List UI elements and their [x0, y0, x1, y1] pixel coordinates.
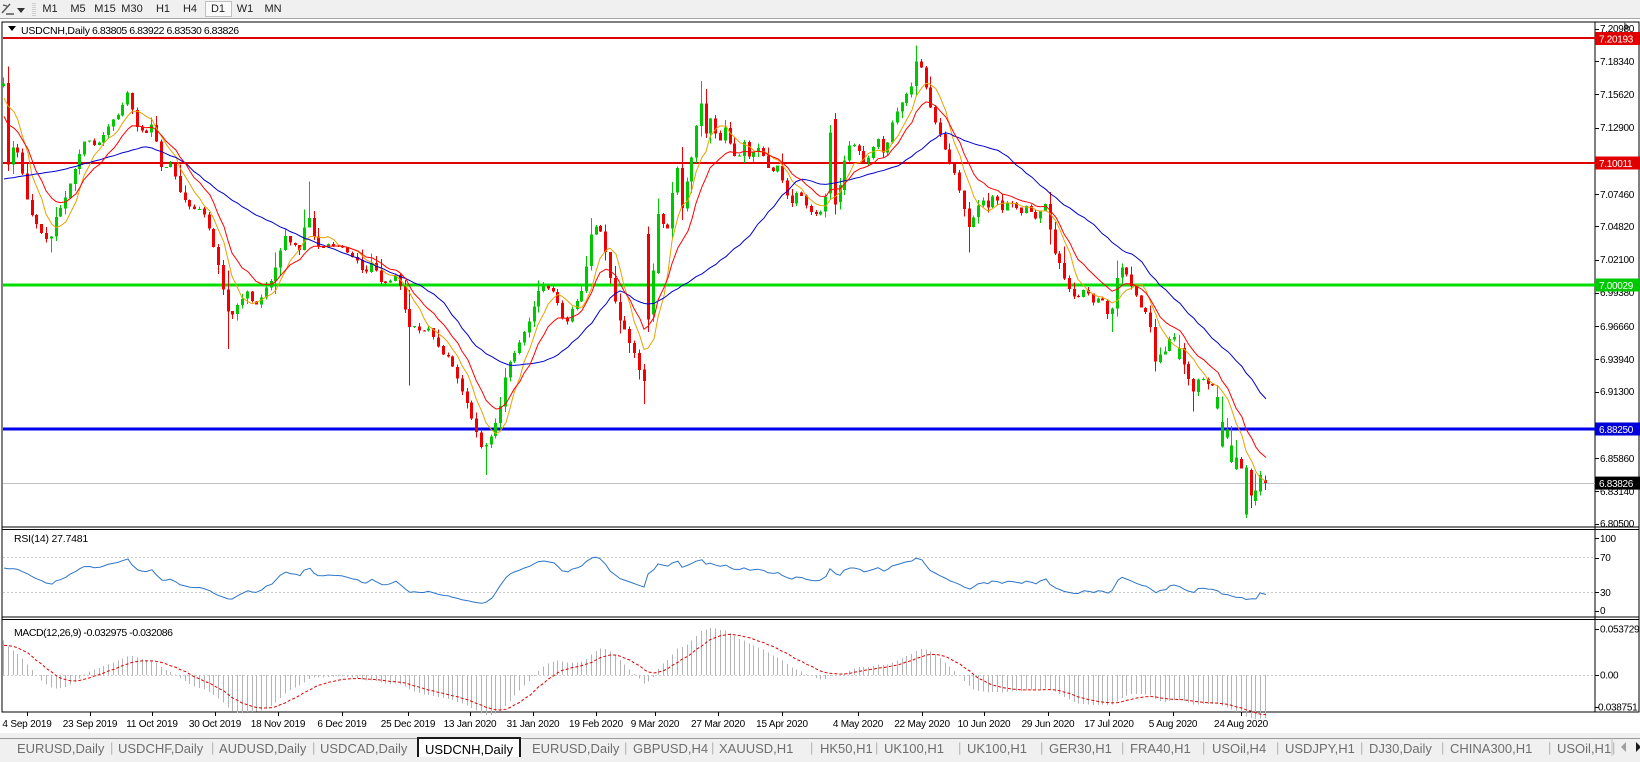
svg-text:31 Jan 2020: 31 Jan 2020	[507, 719, 560, 730]
svg-text:18 Nov 2019: 18 Nov 2019	[251, 719, 306, 730]
svg-text:6.96660: 6.96660	[1600, 322, 1635, 333]
svg-text:15 Apr 2020: 15 Apr 2020	[756, 719, 808, 730]
svg-text:5 Aug 2020: 5 Aug 2020	[1149, 719, 1198, 730]
svg-text:23 Sep 2019: 23 Sep 2019	[63, 719, 118, 730]
svg-text:7.15620: 7.15620	[1600, 90, 1635, 101]
svg-text:-0.038751: -0.038751	[1595, 703, 1638, 714]
svg-text:7.18340: 7.18340	[1600, 57, 1635, 68]
svg-text:USDCNH,Daily: USDCNH,Daily	[21, 25, 91, 37]
svg-text:100: 100	[1600, 534, 1617, 545]
svg-text:17 Jul 2020: 17 Jul 2020	[1084, 719, 1134, 730]
svg-text:4 May 2020: 4 May 2020	[833, 719, 884, 730]
svg-text:6.83826: 6.83826	[1599, 479, 1634, 490]
svg-text:6.83140: 6.83140	[1600, 487, 1635, 498]
svg-text:9 Mar 2020: 9 Mar 2020	[631, 719, 680, 730]
svg-text:0.00: 0.00	[1600, 671, 1619, 682]
svg-text:25 Dec 2019: 25 Dec 2019	[381, 719, 436, 730]
svg-text:7.20193: 7.20193	[1599, 35, 1634, 46]
svg-text:7.10011: 7.10011	[1599, 159, 1633, 170]
svg-text:7.12900: 7.12900	[1600, 123, 1635, 134]
svg-text:0.053729: 0.053729	[1600, 625, 1640, 636]
svg-text:30 Oct 2019: 30 Oct 2019	[189, 719, 242, 730]
svg-text:70: 70	[1600, 553, 1611, 564]
svg-text:6.85860: 6.85860	[1600, 454, 1635, 465]
svg-text:RSI(14) 27.7481: RSI(14) 27.7481	[14, 533, 88, 545]
svg-text:6.99380: 6.99380	[1600, 288, 1635, 299]
svg-text:7.02100: 7.02100	[1600, 255, 1635, 266]
svg-text:6.88250: 6.88250	[1599, 425, 1634, 436]
svg-text:10 Jun 2020: 10 Jun 2020	[958, 719, 1011, 730]
svg-text:7.07460: 7.07460	[1600, 190, 1635, 201]
svg-text:19 Feb 2020: 19 Feb 2020	[569, 719, 624, 730]
svg-text:6 Dec 2019: 6 Dec 2019	[317, 719, 367, 730]
svg-text:0: 0	[1600, 606, 1606, 617]
svg-text:24 Aug 2020: 24 Aug 2020	[1214, 719, 1269, 730]
svg-text:6.83805 6.83922 6.83530 6.8382: 6.83805 6.83922 6.83530 6.83826	[92, 25, 239, 37]
svg-text:4 Sep 2019: 4 Sep 2019	[2, 719, 52, 730]
svg-text:6.91300: 6.91300	[1600, 387, 1635, 398]
svg-text:30: 30	[1600, 588, 1611, 599]
svg-text:11 Oct 2019: 11 Oct 2019	[126, 719, 178, 730]
svg-text:13 Jan 2020: 13 Jan 2020	[444, 719, 497, 730]
svg-text:7.20980: 7.20980	[1600, 24, 1635, 35]
svg-text:29 Jun 2020: 29 Jun 2020	[1022, 719, 1075, 730]
svg-text:7.04820: 7.04820	[1600, 222, 1635, 233]
svg-text:MACD(12,26,9) -0.032975 -0.032: MACD(12,26,9) -0.032975 -0.032086	[14, 627, 173, 639]
svg-text:22 May 2020: 22 May 2020	[894, 719, 950, 730]
svg-text:6.80500: 6.80500	[1600, 519, 1635, 530]
svg-text:6.93940: 6.93940	[1600, 355, 1635, 366]
svg-text:27 Mar 2020: 27 Mar 2020	[691, 719, 746, 730]
svg-text:7.00029: 7.00029	[1599, 281, 1634, 292]
